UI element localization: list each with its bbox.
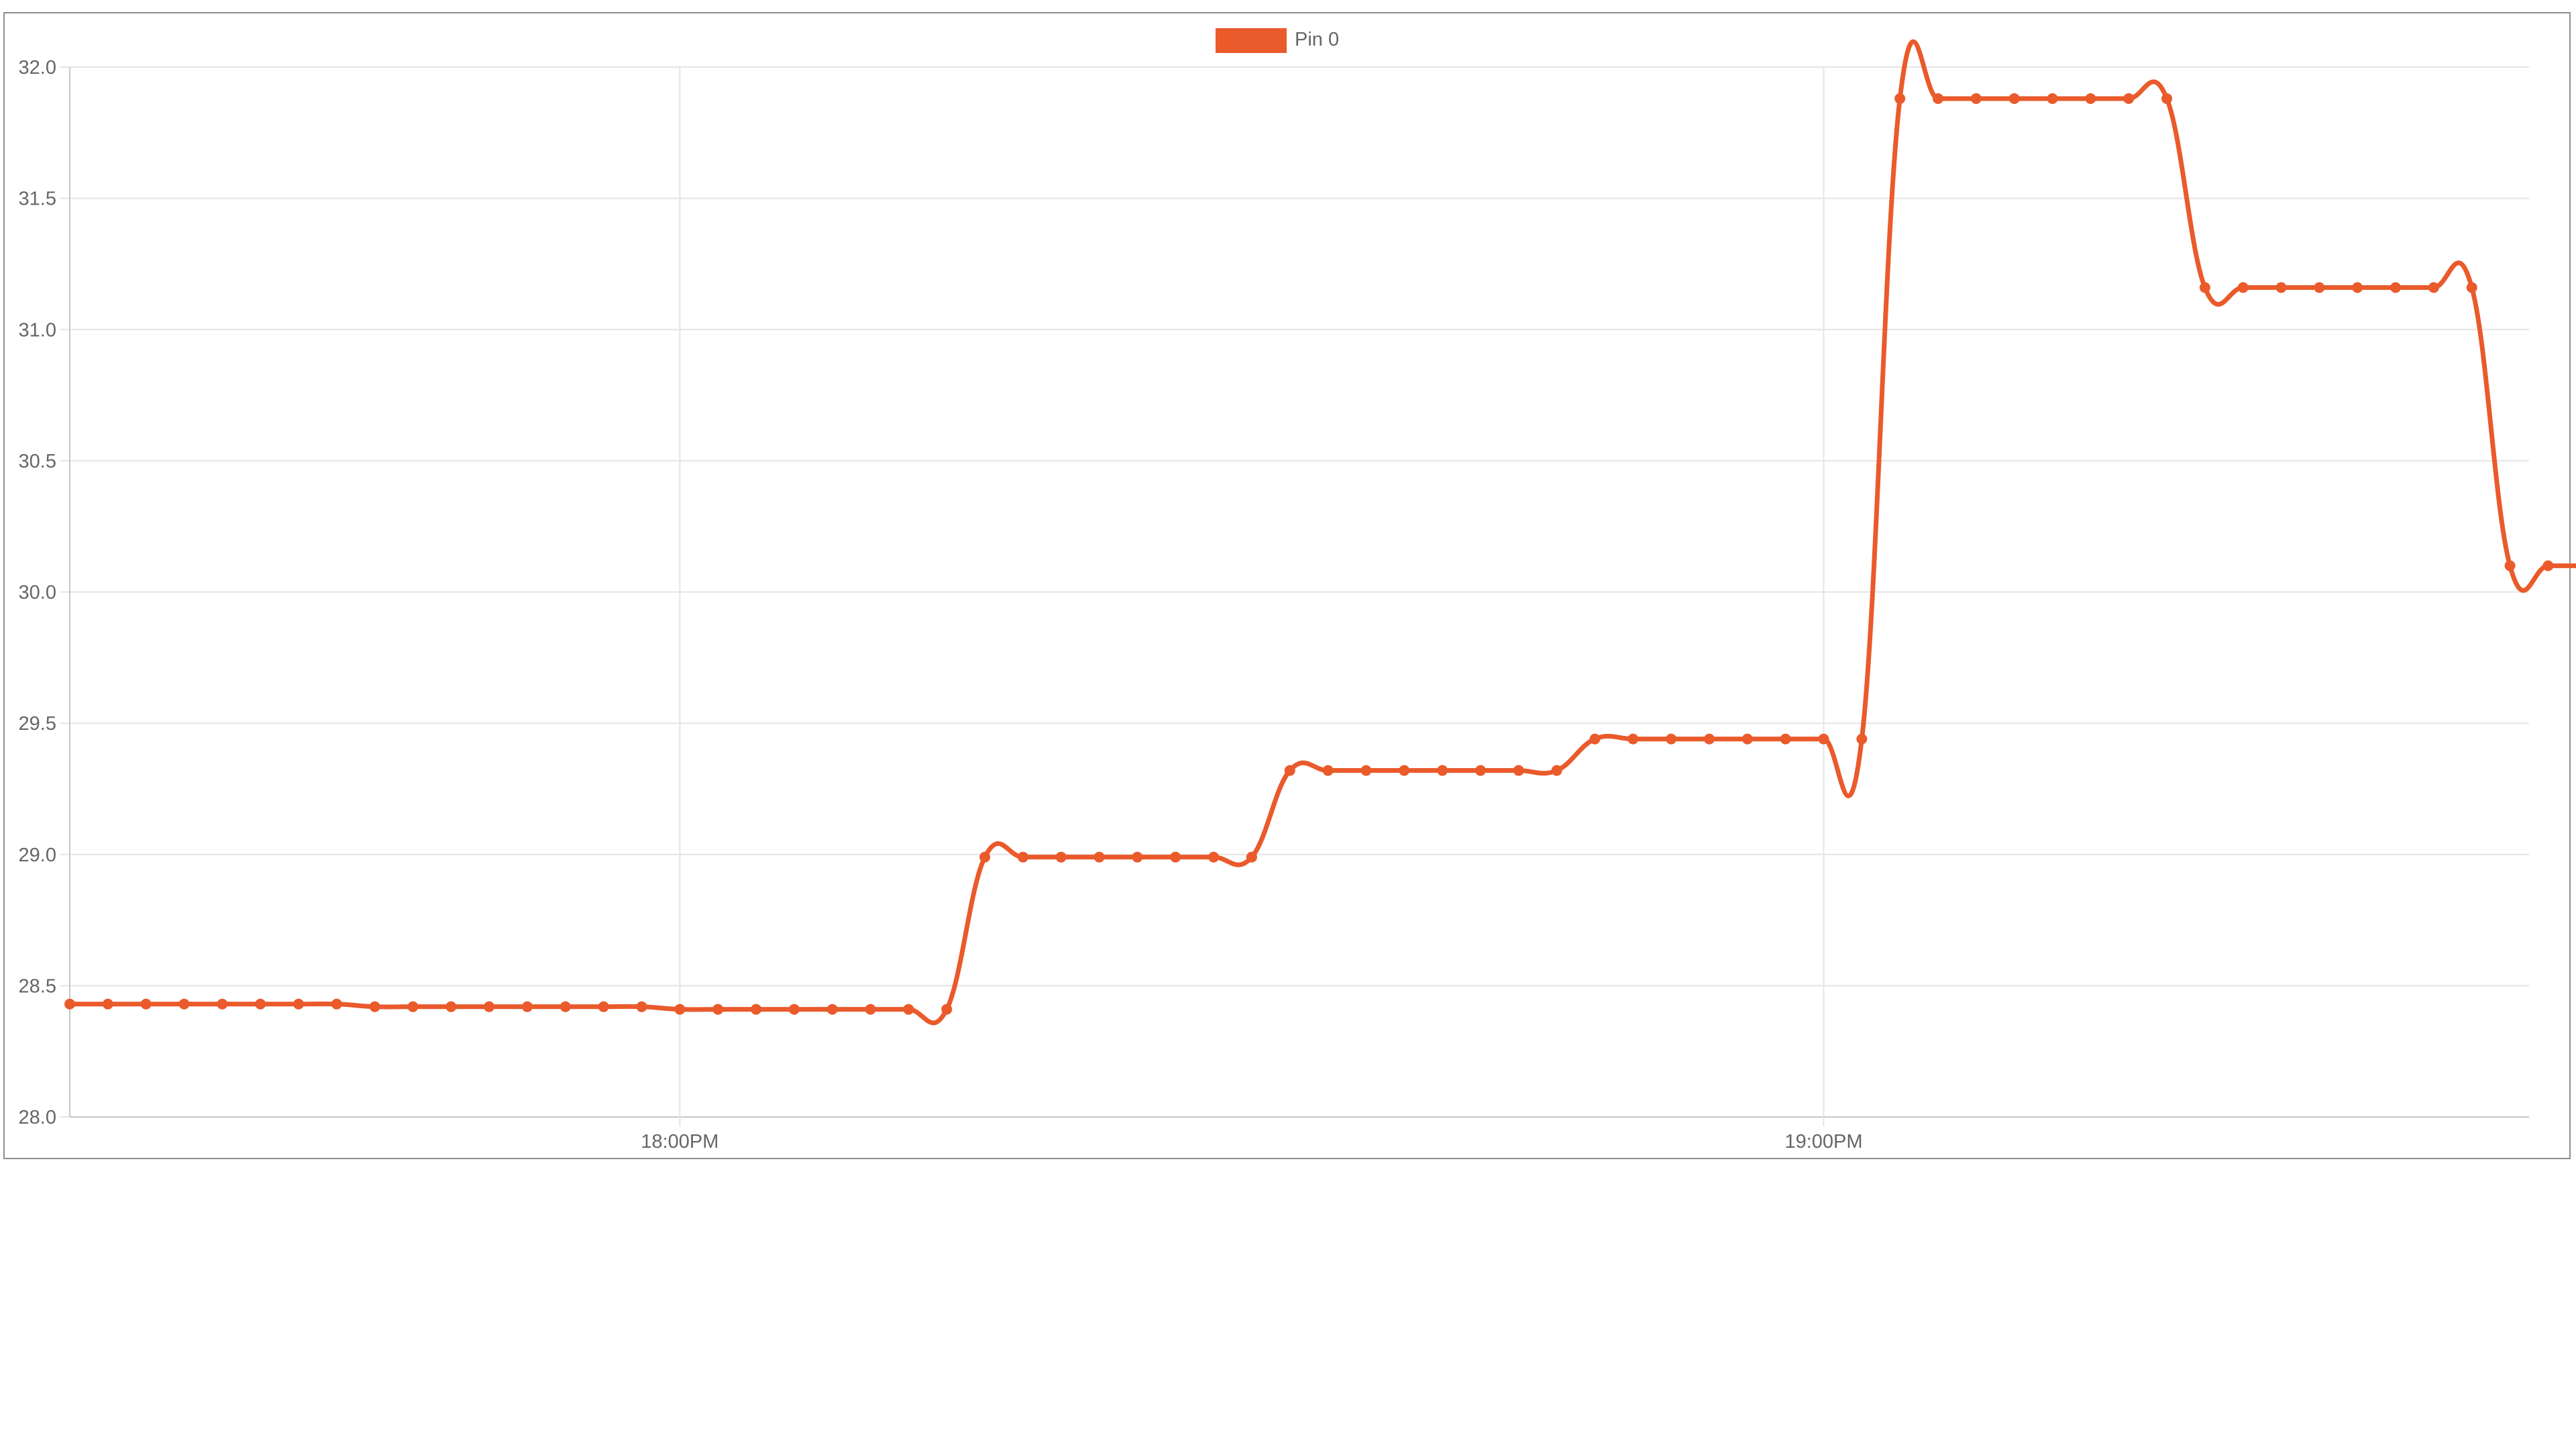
y-tick-label: 32.0 bbox=[19, 57, 56, 78]
data-point[interactable] bbox=[1284, 765, 1295, 776]
chart-frame bbox=[3, 12, 2571, 1159]
y-tick-label: 29.5 bbox=[19, 713, 56, 735]
data-point[interactable] bbox=[331, 998, 342, 1010]
data-point[interactable] bbox=[1551, 765, 1562, 776]
data-point[interactable] bbox=[788, 1004, 800, 1015]
data-point[interactable] bbox=[903, 1004, 914, 1015]
data-point[interactable] bbox=[1055, 851, 1067, 863]
data-point[interactable] bbox=[1322, 765, 1334, 776]
data-point[interactable] bbox=[2314, 282, 2325, 293]
data-point[interactable] bbox=[2504, 560, 2516, 572]
data-point[interactable] bbox=[2390, 282, 2402, 293]
data-point[interactable] bbox=[2275, 282, 2287, 293]
data-point[interactable] bbox=[1780, 733, 1791, 745]
data-point[interactable] bbox=[2199, 282, 2210, 293]
data-point[interactable] bbox=[1093, 851, 1105, 863]
series-pin-0 bbox=[64, 39, 2576, 1026]
data-point[interactable] bbox=[1933, 93, 1944, 104]
y-tick-label: 28.0 bbox=[19, 1107, 56, 1128]
data-point[interactable] bbox=[407, 1001, 419, 1012]
data-point[interactable] bbox=[2237, 282, 2249, 293]
legend-swatch bbox=[1216, 28, 1287, 53]
data-point[interactable] bbox=[1437, 765, 1448, 776]
legend[interactable]: Pin 0 bbox=[1216, 28, 1339, 53]
data-point[interactable] bbox=[2161, 93, 2173, 104]
y-tick-label: 28.5 bbox=[19, 975, 56, 997]
data-point[interactable] bbox=[140, 998, 152, 1010]
data-point[interactable] bbox=[598, 1001, 609, 1012]
data-point[interactable] bbox=[2352, 282, 2363, 293]
data-point[interactable] bbox=[674, 1004, 686, 1015]
legend-label-pin-0: Pin 0 bbox=[1295, 29, 1339, 50]
data-point[interactable] bbox=[1360, 765, 1372, 776]
data-point[interactable] bbox=[445, 1001, 457, 1012]
x-tick-label: 19:00PM bbox=[1784, 1131, 1862, 1152]
data-point[interactable] bbox=[1513, 765, 1524, 776]
data-point[interactable] bbox=[1627, 733, 1639, 745]
data-point[interactable] bbox=[522, 1001, 533, 1012]
data-point[interactable] bbox=[1894, 93, 1906, 104]
data-point[interactable] bbox=[293, 998, 305, 1010]
data-point[interactable] bbox=[1208, 851, 1220, 863]
data-point[interactable] bbox=[2047, 93, 2058, 104]
axes: 28.0 28.5 29.0 29.5 30.0 30.5 31.0 31.5 32.0 18:0… bbox=[19, 57, 1863, 1152]
data-point[interactable] bbox=[712, 1004, 724, 1015]
data-point[interactable] bbox=[1017, 851, 1028, 863]
data-point[interactable] bbox=[1170, 851, 1181, 863]
data-point[interactable] bbox=[2123, 93, 2135, 104]
data-point[interactable] bbox=[1132, 851, 1143, 863]
data-point[interactable] bbox=[217, 998, 228, 1010]
data-point[interactable] bbox=[1704, 733, 1715, 745]
y-tick-label: 30.0 bbox=[19, 582, 56, 604]
data-point[interactable] bbox=[484, 1001, 495, 1012]
x-tick-label: 18:00PM bbox=[641, 1131, 718, 1152]
data-point[interactable] bbox=[941, 1004, 953, 1015]
data-point[interactable] bbox=[2428, 282, 2439, 293]
data-point[interactable] bbox=[1818, 733, 1829, 745]
y-tick-label: 31.0 bbox=[19, 319, 56, 341]
data-point[interactable] bbox=[1399, 765, 1410, 776]
data-point[interactable] bbox=[1856, 733, 1868, 745]
data-point[interactable] bbox=[102, 998, 113, 1010]
data-point[interactable] bbox=[2085, 93, 2096, 104]
data-point[interactable] bbox=[1246, 851, 1257, 863]
data-point[interactable] bbox=[2542, 560, 2554, 572]
data-point[interactable] bbox=[2008, 93, 2020, 104]
data-point[interactable] bbox=[2466, 282, 2477, 293]
data-point[interactable] bbox=[751, 1004, 762, 1015]
grid-lines bbox=[60, 66, 2529, 1126]
data-point[interactable] bbox=[1589, 733, 1601, 745]
data-point[interactable] bbox=[1741, 733, 1753, 745]
y-tick-label: 29.0 bbox=[19, 845, 56, 866]
data-point[interactable] bbox=[559, 1001, 571, 1012]
y-tick-label: 31.5 bbox=[19, 189, 56, 210]
data-point[interactable] bbox=[636, 1001, 647, 1012]
data-point[interactable] bbox=[369, 1001, 380, 1012]
data-point[interactable] bbox=[1474, 765, 1486, 776]
data-point[interactable] bbox=[64, 998, 75, 1010]
data-point[interactable] bbox=[255, 998, 266, 1010]
data-point[interactable] bbox=[1666, 733, 1677, 745]
data-point[interactable] bbox=[826, 1004, 838, 1015]
data-point[interactable] bbox=[1970, 93, 1982, 104]
y-tick-label: 30.5 bbox=[19, 451, 56, 472]
data-point[interactable] bbox=[979, 851, 991, 863]
data-point[interactable] bbox=[178, 998, 190, 1010]
data-point[interactable] bbox=[865, 1004, 876, 1015]
series-line-pin-0 bbox=[67, 39, 2576, 1026]
